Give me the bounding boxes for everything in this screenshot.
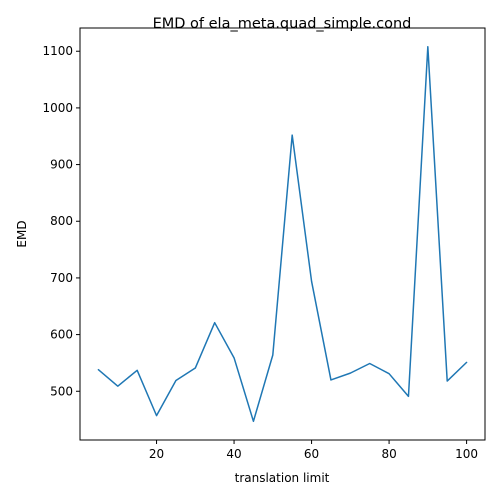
x-tick-label: 80 <box>381 447 396 461</box>
x-axis-label: translation limit <box>235 471 330 485</box>
plot-frame <box>79 27 486 441</box>
x-tick-label: 40 <box>226 447 241 461</box>
y-tick-label: 600 <box>50 328 73 342</box>
y-tick-label: 1100 <box>42 44 73 58</box>
chart-title: EMD of ela_meta.quad_simple.cond <box>153 16 412 32</box>
x-tick-label: 60 <box>304 447 319 461</box>
series-layer <box>97 45 468 423</box>
y-tick-label: 900 <box>50 158 73 172</box>
y-axis-label: EMD <box>15 220 29 247</box>
y-tick-label: 800 <box>50 214 73 228</box>
y-tick-label: 500 <box>50 384 73 398</box>
series-line <box>97 45 468 423</box>
ticks-layer: 20 40 60 80 100 500 600 700 800 900 1000 1100 <box>42 44 478 461</box>
y-tick-label: 1000 <box>42 101 73 115</box>
y-tick-label: 700 <box>50 271 73 285</box>
x-tick-label: 100 <box>455 447 478 461</box>
x-tick-label: 20 <box>149 447 164 461</box>
